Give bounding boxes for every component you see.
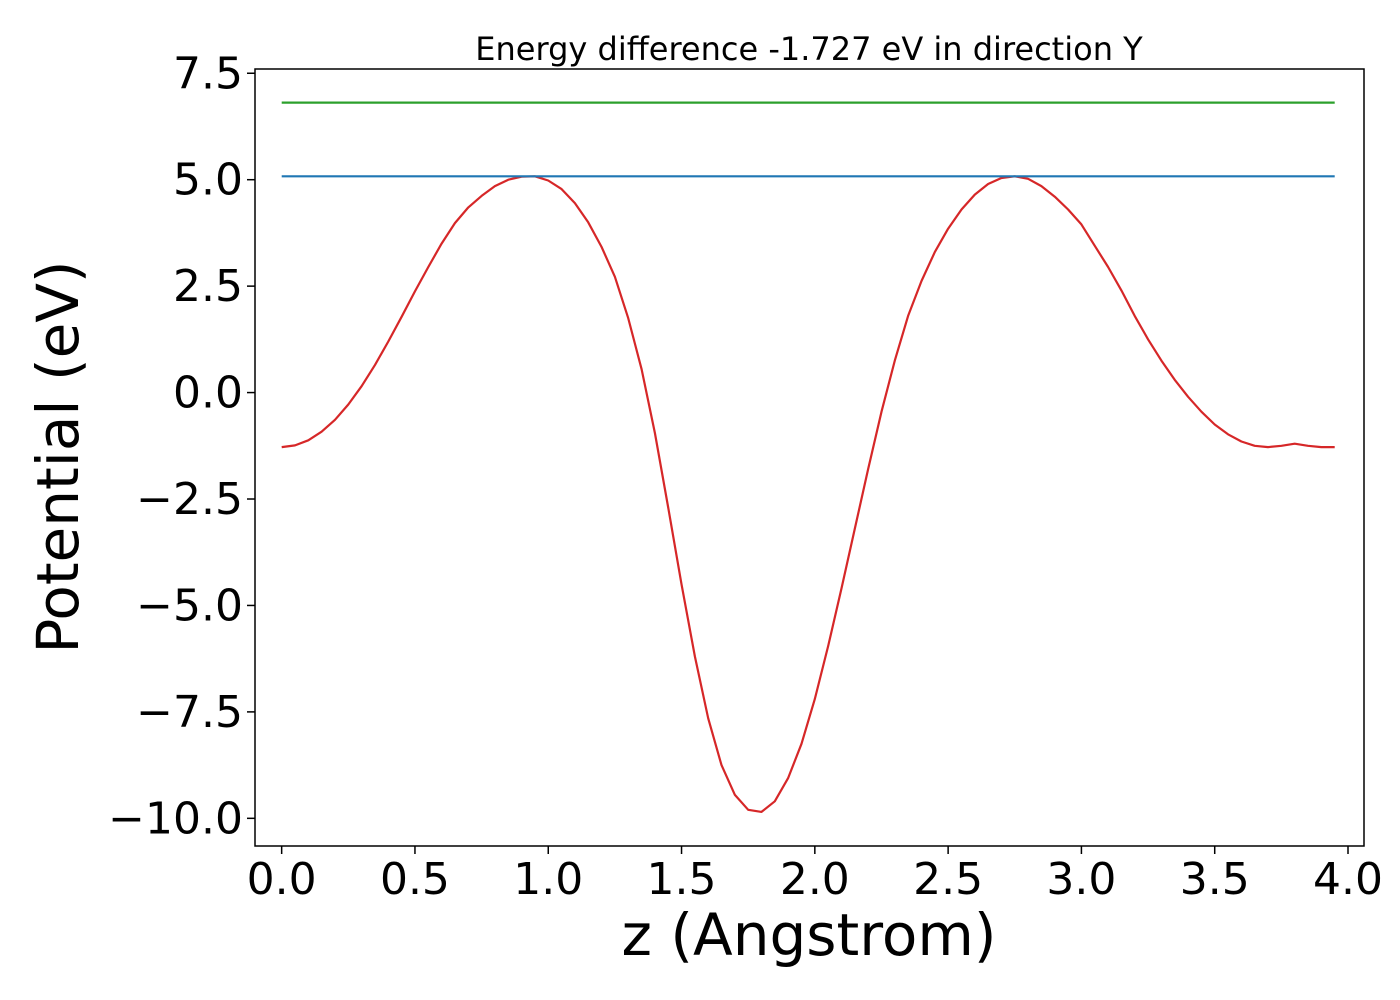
plot-frame <box>254 68 1365 847</box>
y-tick-label: 5.0 <box>173 155 243 206</box>
x-tick-label: 0.0 <box>247 854 317 905</box>
y-tick-label: −7.5 <box>136 687 243 738</box>
x-axis: 0.0 0.5 1.0 1.5 2.0 2.5 3.0 3.5 4.0 <box>247 846 1383 905</box>
x-tick-label: 0.5 <box>380 854 450 905</box>
y-axis-label: Potential (eV) <box>24 260 92 653</box>
y-tick-label: −5.0 <box>136 580 243 631</box>
chart-title: Energy difference -1.727 eV in direction… <box>475 30 1143 68</box>
x-tick-label: 3.5 <box>1180 854 1250 905</box>
series-layer <box>281 101 1335 814</box>
y-tick-label: −2.5 <box>136 474 243 525</box>
x-tick-label: 2.0 <box>780 854 850 905</box>
y-tick-label: −10.0 <box>108 793 243 844</box>
x-tick-label: 3.0 <box>1046 854 1116 905</box>
x-tick-label: 2.5 <box>913 854 983 905</box>
y-tick-label: 2.5 <box>173 261 243 312</box>
potential-line <box>281 175 1335 814</box>
y-tick-label: 0.0 <box>173 368 243 419</box>
x-tick-label: 1.5 <box>647 854 717 905</box>
y-tick-label: 7.5 <box>173 48 243 99</box>
x-axis-label: z (Angstrom) <box>622 901 997 969</box>
y-axis: 7.5 5.0 2.5 0.0 −2.5 −5.0 −7.5 −10.0 <box>108 48 255 844</box>
x-tick-label: 4.0 <box>1313 854 1383 905</box>
x-tick-label: 1.0 <box>513 854 583 905</box>
